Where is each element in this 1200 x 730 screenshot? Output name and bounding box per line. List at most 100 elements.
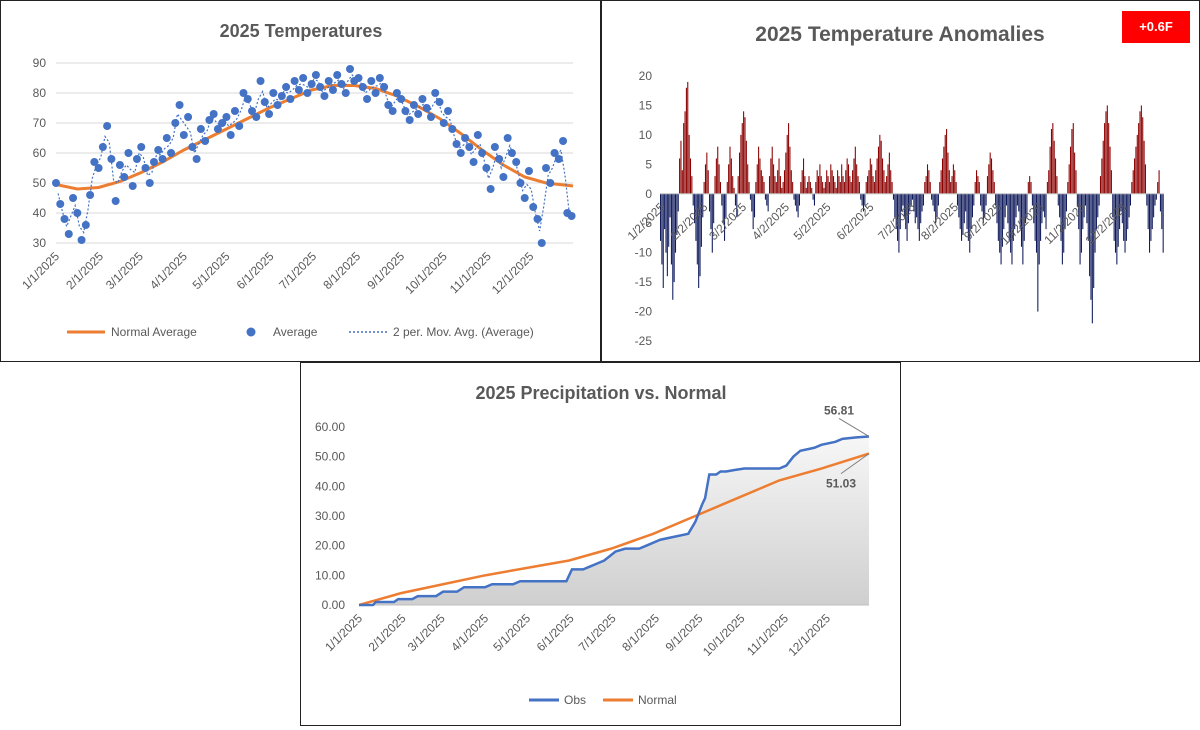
anomaly-bar <box>813 193 815 206</box>
anomaly-bar <box>956 193 959 206</box>
anomaly-bar <box>770 158 772 194</box>
anomaly-bar <box>748 182 750 194</box>
anomaly-bar <box>958 193 960 218</box>
anomaly-bar <box>888 152 890 194</box>
anomaly-bar <box>961 193 963 241</box>
anomaly-bar <box>722 193 724 224</box>
average-point <box>324 77 333 85</box>
x-tick-label: 8/1/2025 <box>320 249 363 292</box>
anomaly-bar <box>858 182 860 194</box>
average-point <box>282 83 291 91</box>
moving-average-line <box>57 74 571 234</box>
anomaly-bar <box>828 182 830 194</box>
average-point <box>473 131 482 139</box>
average-point <box>495 155 504 163</box>
anomaly-bar <box>856 164 858 194</box>
y-tick-label: 60.00 <box>315 420 345 434</box>
x-tick-label: 4/1/2025 <box>147 249 190 292</box>
average-point <box>503 134 512 142</box>
average-point <box>60 215 69 223</box>
anomaly-bar <box>707 170 709 194</box>
anomaly-bar <box>826 170 828 194</box>
average-point <box>98 143 107 151</box>
anomaly-bar <box>1090 193 1092 300</box>
observed-area <box>359 436 869 605</box>
average-point <box>478 149 487 157</box>
average-point <box>69 194 78 202</box>
anomaly-bar <box>710 193 712 230</box>
anomaly-bar <box>733 187 735 194</box>
anomaly-bar <box>670 193 672 265</box>
obs-line <box>359 435 870 607</box>
anomaly-bar <box>997 193 999 241</box>
anomaly-bar <box>832 176 835 194</box>
anomaly-bar <box>824 182 826 194</box>
anomaly-bar <box>947 152 949 194</box>
anomaly-bar <box>868 170 870 194</box>
average-point <box>213 125 222 133</box>
anomaly-bar <box>1089 193 1091 277</box>
x-tick-label: 6/2/2025 <box>834 200 877 243</box>
anomaly-bar <box>713 193 715 224</box>
anomaly-bar <box>978 182 980 194</box>
anomaly-bar <box>899 193 901 230</box>
anomaly-bar <box>1159 193 1161 212</box>
average-point <box>448 125 457 133</box>
average-point <box>533 215 542 223</box>
anomaly-bar <box>1129 193 1132 206</box>
anomaly-bar <box>803 158 805 194</box>
anomaly-bar <box>1015 193 1017 218</box>
anomaly-bar <box>711 193 713 253</box>
anomaly-bar <box>747 164 749 194</box>
anomaly-bar <box>721 193 723 206</box>
y-tick-label: 30.00 <box>315 509 345 523</box>
anomaly-bar <box>1131 182 1133 194</box>
anomaly-bar <box>687 81 689 194</box>
anomaly-bar <box>1014 193 1016 230</box>
average-point <box>418 95 427 103</box>
average-point <box>209 110 218 118</box>
anomaly-bar <box>1070 146 1072 194</box>
obs-end-leader <box>838 418 870 437</box>
anomaly-bar <box>939 182 941 194</box>
anomaly-bar <box>1034 193 1036 241</box>
anomaly-bar <box>1004 193 1006 218</box>
average-point <box>554 155 563 163</box>
anomaly-bar <box>755 182 757 194</box>
anomaly-bar <box>1140 105 1142 194</box>
anomaly-bar <box>793 193 795 200</box>
average-point <box>150 158 159 166</box>
anomaly-bar <box>974 182 976 194</box>
anomaly-bar <box>921 193 923 212</box>
anomaly-bar <box>666 193 668 277</box>
anomaly-bar <box>849 176 851 194</box>
anomaly-bar <box>980 193 982 206</box>
anomaly-bar <box>700 193 702 247</box>
y-tick-label: 70 <box>33 116 47 130</box>
average-point <box>256 77 265 85</box>
anomaly-bar <box>925 176 927 194</box>
anomaly-bar <box>913 193 915 212</box>
average-point <box>409 101 418 109</box>
anomaly-bar <box>830 164 832 194</box>
y-tick-label: 5 <box>645 157 652 171</box>
anomaly-bar <box>1120 193 1122 212</box>
anomaly-bar <box>695 193 697 241</box>
average-point <box>392 89 401 97</box>
anomaly-bar <box>839 182 841 194</box>
anomaly-bar <box>902 193 904 206</box>
anomaly-bar <box>861 193 863 206</box>
anomaly-bar <box>1138 123 1140 194</box>
anomaly-bar <box>894 193 896 218</box>
anomaly-bar <box>1112 193 1114 218</box>
anomaly-bar <box>895 193 897 230</box>
anomaly-bar <box>928 170 930 194</box>
average-point <box>422 104 431 112</box>
anomaly-bar <box>969 193 971 253</box>
anomaly-bar <box>1029 176 1031 194</box>
anomaly-bar <box>1067 182 1069 194</box>
anomaly-bar <box>860 193 862 200</box>
anomaly-bar <box>665 193 667 253</box>
anomaly-bar <box>852 170 854 194</box>
anomaly-bar <box>1095 193 1097 230</box>
